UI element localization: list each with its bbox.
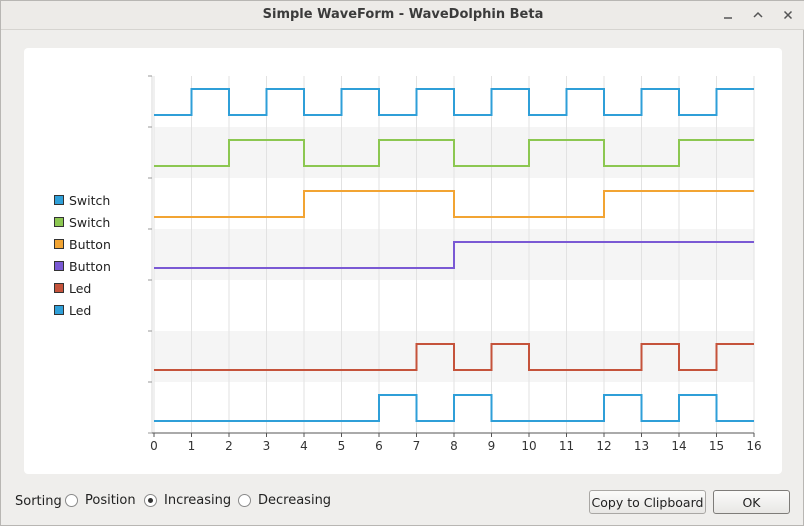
signal-trace	[154, 241, 754, 269]
sorting-label: Sorting	[15, 494, 62, 509]
x-tick-label: 1	[188, 439, 196, 453]
x-tick-label: 13	[634, 439, 649, 453]
x-tick-label: 14	[671, 439, 686, 453]
signal-trace	[154, 190, 754, 218]
legend-item: Button	[54, 255, 111, 277]
x-tick-label: 10	[521, 439, 536, 453]
legend-item: Led	[54, 299, 111, 321]
close-icon[interactable]	[778, 5, 798, 25]
legend-item: Switch	[54, 211, 111, 233]
signal-trace	[154, 88, 754, 116]
signal-trace	[154, 139, 754, 167]
legend-label: Switch	[69, 214, 111, 230]
legend-label: Button	[69, 236, 111, 252]
legend-item: Switch	[54, 189, 111, 211]
x-tick-label: 3	[263, 439, 271, 453]
legend-swatch	[54, 217, 64, 227]
x-tick-label: 4	[300, 439, 308, 453]
copy-to-clipboard-button[interactable]: Copy to Clipboard	[589, 490, 706, 514]
x-tick-label: 6	[375, 439, 383, 453]
x-tick-label: 2	[225, 439, 233, 453]
radio-circle[interactable]	[65, 494, 78, 507]
legend-item: Led	[54, 277, 111, 299]
title-bar[interactable]: Simple WaveForm - WaveDolphin Beta	[1, 1, 804, 30]
legend-label: Switch	[69, 192, 111, 208]
legend-label: Button	[69, 258, 111, 274]
radio-decreasing[interactable]: Decreasing	[238, 493, 331, 508]
ok-button[interactable]: OK	[713, 490, 790, 514]
waveform-chart: 0 1 2 3 4 5 6 7 8 9 10 11 12 13 14 15 16	[148, 75, 762, 453]
legend-label: Led	[69, 302, 92, 318]
radio-circle[interactable]	[144, 494, 157, 507]
maximize-icon[interactable]	[748, 5, 768, 25]
legend-swatch	[54, 283, 64, 293]
window-title: Simple WaveForm - WaveDolphin Beta	[262, 7, 544, 22]
signal-trace	[154, 343, 754, 371]
radio-label: Decreasing	[258, 493, 332, 508]
radio-selected-dot	[148, 498, 153, 503]
legend-item: Button	[54, 233, 111, 255]
legend-swatch	[54, 261, 64, 271]
radio-increasing[interactable]: Increasing	[144, 493, 231, 508]
x-tick-label: 11	[559, 439, 574, 453]
radio-circle[interactable]	[238, 494, 251, 507]
x-tick-label: 9	[488, 439, 496, 453]
legend-label: Led	[69, 280, 92, 296]
legend-swatch	[54, 195, 64, 205]
legend-swatch	[54, 239, 64, 249]
x-tick-label: 15	[709, 439, 724, 453]
legend: Switch Switch Button Button Led Led	[54, 189, 111, 321]
x-tick-label: 0	[150, 439, 158, 453]
x-tick-label: 16	[746, 439, 761, 453]
x-tick-label: 7	[413, 439, 421, 453]
radio-label: Position	[85, 493, 136, 508]
radio-label: Increasing	[164, 493, 232, 508]
radio-position[interactable]: Position	[65, 493, 136, 508]
x-tick-label: 8	[450, 439, 458, 453]
bottom-bar: Sorting Position Increasing Decreasing C…	[1, 489, 804, 517]
minimize-icon[interactable]	[718, 5, 738, 25]
x-tick-label: 5	[338, 439, 346, 453]
x-tick-label: 12	[596, 439, 611, 453]
legend-swatch	[54, 305, 64, 315]
signal-trace	[154, 394, 754, 422]
